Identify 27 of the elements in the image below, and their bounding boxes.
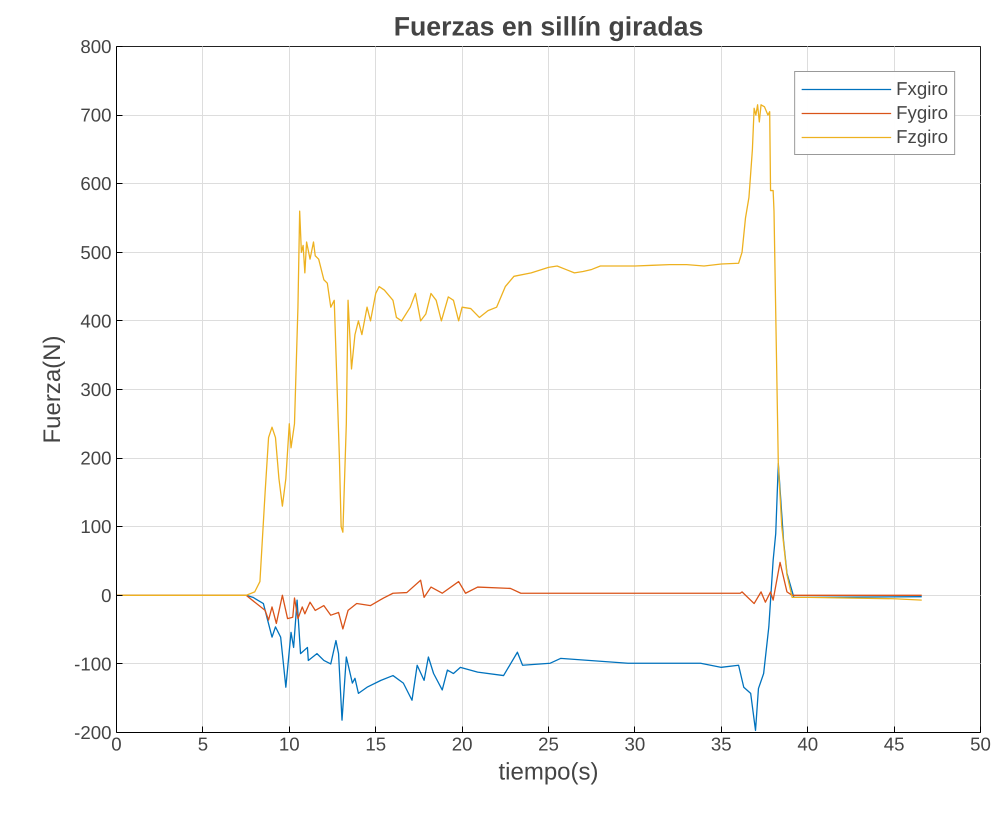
x-tick-label: 45 <box>884 734 904 754</box>
y-axis-title: Fuerza(N) <box>39 335 66 444</box>
x-tick-label: 35 <box>710 734 732 754</box>
y-tick-label: -200 <box>74 722 112 743</box>
y-tick-label: 600 <box>80 173 112 194</box>
legend-label: Fygiro <box>896 102 948 124</box>
y-tick-label: 300 <box>80 379 112 400</box>
x-tick-label: 15 <box>365 734 386 754</box>
x-tick-label: 25 <box>538 734 559 754</box>
x-axis-title: tiempo(s) <box>498 758 599 786</box>
chart-title: Fuerzas en sillín giradas <box>394 12 704 42</box>
x-tick-label: 30 <box>624 734 646 754</box>
y-tick-label: 0 <box>101 584 112 606</box>
x-tick-label: 5 <box>198 734 208 754</box>
legend-label: Fxgiro <box>896 78 948 100</box>
y-tick-label: 800 <box>80 36 112 57</box>
x-tick-label: 10 <box>278 734 300 754</box>
y-tick-label: -100 <box>74 653 112 674</box>
y-tick-label: 700 <box>80 104 112 126</box>
y-tick-label: 100 <box>80 516 112 538</box>
y-tick-label: 500 <box>80 242 112 263</box>
legend-label: Fzgiro <box>896 126 948 148</box>
y-tick-label: 200 <box>80 448 112 469</box>
y-tick-label: 400 <box>80 310 112 332</box>
x-tick-label: 50 <box>970 734 991 754</box>
x-tick-label: 40 <box>797 734 818 754</box>
x-tick-label: 20 <box>452 734 472 754</box>
